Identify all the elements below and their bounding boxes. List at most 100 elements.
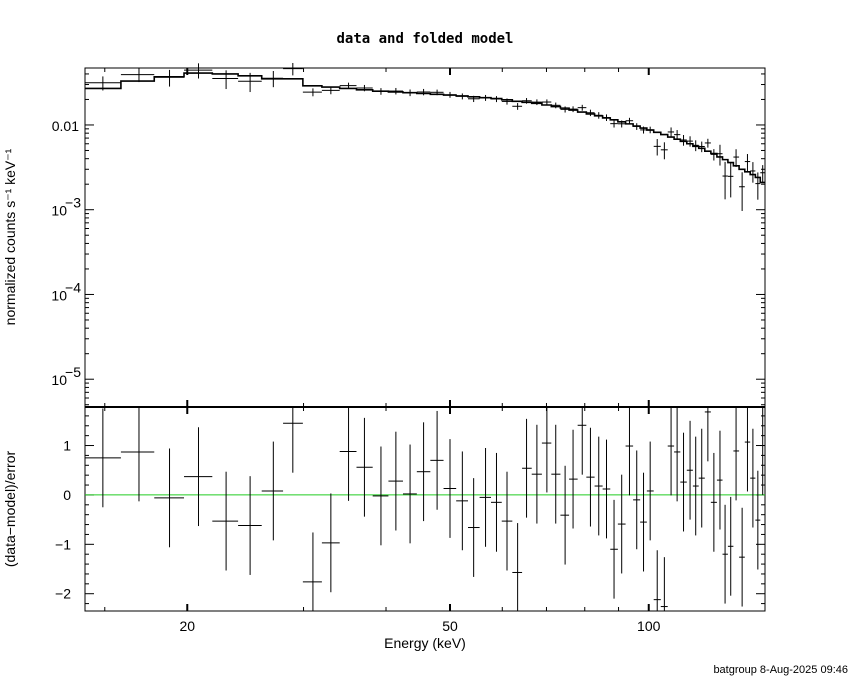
data-point xyxy=(577,104,587,111)
residual-point xyxy=(680,432,687,532)
data-point xyxy=(356,84,373,92)
data-point xyxy=(674,130,681,140)
residual-point xyxy=(686,420,693,520)
data-point xyxy=(402,89,417,97)
data-point xyxy=(653,139,661,156)
data-point xyxy=(467,95,480,103)
y-tick-label: 1 xyxy=(63,438,71,454)
data-point xyxy=(722,161,728,200)
x-tick-label: 100 xyxy=(637,618,661,634)
residual-point xyxy=(674,407,681,502)
data-point xyxy=(755,172,761,200)
plot-frame-top xyxy=(84,67,766,408)
footer-timestamp: batgroup 8-Aug-2025 09:46 xyxy=(713,664,848,676)
residual-point xyxy=(372,446,389,546)
residual-point xyxy=(716,430,723,530)
y-tick-label: 10 xyxy=(51,372,67,388)
data-point xyxy=(739,172,745,211)
residual-point xyxy=(212,471,239,571)
data-point xyxy=(238,72,262,93)
data-point xyxy=(416,88,431,96)
residual-point xyxy=(551,424,561,524)
residual-point xyxy=(750,428,756,528)
y-tick-label: 10 xyxy=(51,287,67,303)
residual-point xyxy=(430,410,444,510)
data-point xyxy=(640,126,647,134)
data-point xyxy=(698,141,705,153)
residual-point xyxy=(569,429,578,529)
residual-point xyxy=(653,550,661,611)
residual-point xyxy=(625,407,634,496)
data-point xyxy=(716,144,723,166)
data-point xyxy=(501,98,513,105)
residual-point xyxy=(479,447,492,547)
data-point xyxy=(704,138,711,148)
residual-point xyxy=(640,472,647,572)
residual-point xyxy=(698,428,705,528)
y-tick-label: 0 xyxy=(63,487,71,503)
residual-point xyxy=(443,439,457,538)
data-point xyxy=(339,82,357,89)
residual-point xyxy=(541,407,552,493)
residual-point xyxy=(467,478,480,577)
y-axis-label-bottom: (data−model)/error xyxy=(2,450,18,567)
residual-point xyxy=(339,407,357,501)
residual-point xyxy=(594,436,603,536)
x-tick-label: 20 xyxy=(179,618,195,634)
data-point xyxy=(85,76,121,91)
residual-point xyxy=(522,418,532,518)
data-point xyxy=(660,142,668,160)
data-point xyxy=(610,120,618,128)
data-point xyxy=(646,126,654,134)
residual-point xyxy=(416,422,431,522)
residual-point xyxy=(727,496,734,596)
y-tick-label: −2 xyxy=(55,586,71,602)
x-tick-label: 50 xyxy=(442,618,458,634)
residual-point xyxy=(692,436,699,536)
residual-point xyxy=(710,452,717,552)
plot-frame-bottom xyxy=(84,406,766,612)
data-point xyxy=(154,69,185,87)
residual-point xyxy=(704,407,711,462)
data-point xyxy=(261,71,284,88)
residual-point xyxy=(85,408,121,508)
data-point xyxy=(283,62,303,76)
residual-point xyxy=(577,407,587,475)
data-point xyxy=(184,63,213,79)
residual-point xyxy=(388,431,403,531)
residual-point xyxy=(586,427,595,527)
residual-point xyxy=(739,507,745,607)
data-point xyxy=(456,93,468,100)
y-tick-label: −1 xyxy=(55,536,71,552)
residual-point xyxy=(261,441,284,541)
data-point xyxy=(302,88,322,97)
residual-point xyxy=(633,450,641,550)
data-point xyxy=(522,98,532,104)
y-tick-exponent: −5 xyxy=(65,364,81,380)
data-point xyxy=(633,123,641,130)
data-point xyxy=(667,127,675,138)
data-point xyxy=(551,102,561,109)
data-point xyxy=(625,117,634,124)
data-point xyxy=(750,162,756,183)
residual-point xyxy=(560,465,570,565)
residual-point xyxy=(617,474,626,574)
residual-point xyxy=(646,441,654,541)
data-point xyxy=(491,96,502,103)
residual-point xyxy=(531,424,542,524)
residual-point xyxy=(238,476,262,575)
data-point xyxy=(388,87,403,95)
residual-point xyxy=(154,448,185,548)
residual-point xyxy=(733,407,740,501)
data-point xyxy=(594,112,603,119)
model-step-line xyxy=(85,72,765,184)
data-point xyxy=(120,68,155,83)
residual-point xyxy=(491,452,502,552)
residual-point xyxy=(120,407,155,502)
data-point xyxy=(680,135,687,146)
y-tick-exponent: −4 xyxy=(65,279,81,295)
residual-point xyxy=(667,407,675,496)
residual-point xyxy=(302,532,322,611)
